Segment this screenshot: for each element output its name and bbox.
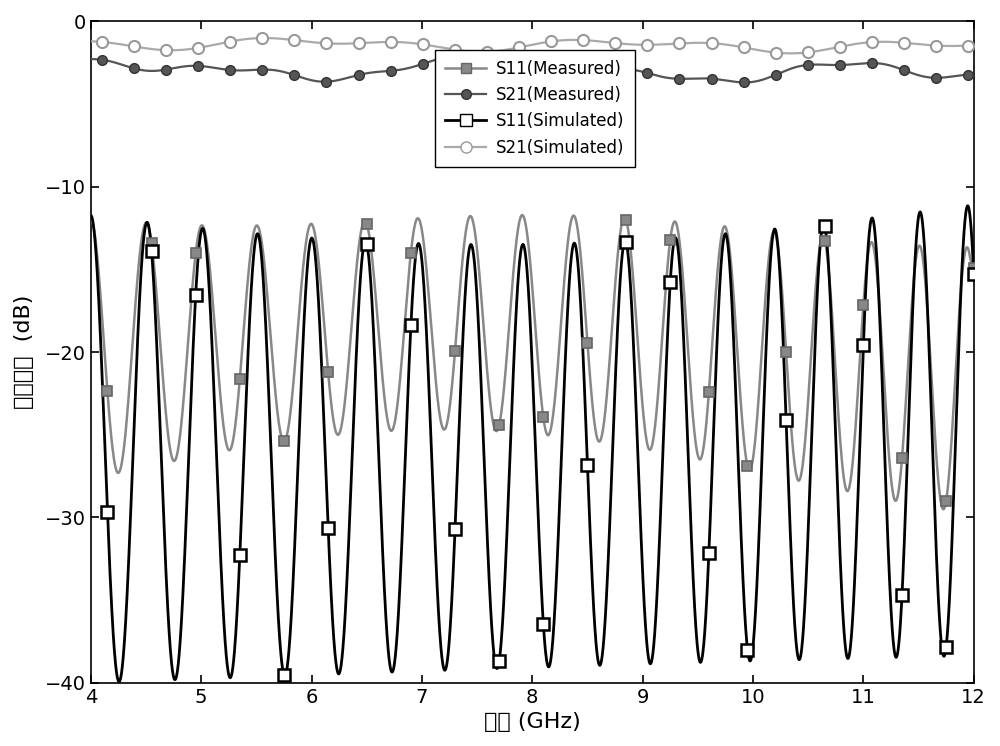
Legend: S11(Measured), S21(Measured), S11(Simulated), S21(Simulated): S11(Measured), S21(Measured), S11(Simula…: [435, 49, 635, 166]
X-axis label: 频率 (GHz): 频率 (GHz): [484, 712, 581, 732]
Y-axis label: 散射系数  (dB): 散射系数 (dB): [14, 295, 34, 410]
